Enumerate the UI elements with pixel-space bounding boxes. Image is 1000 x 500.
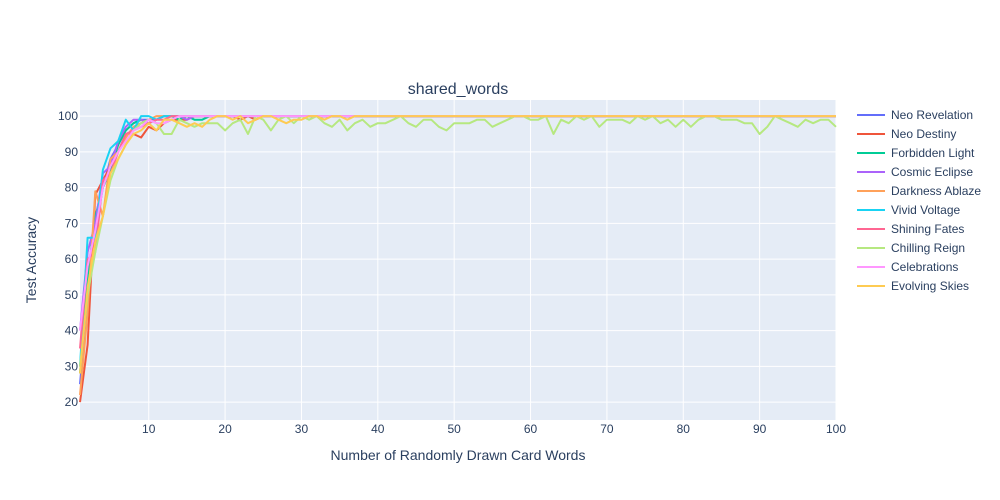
chart-title: shared_words [408,81,509,98]
x-tick-label: 80 [677,422,691,436]
y-tick-label: 20 [65,395,79,409]
legend-label-neo-revelation: Neo Revelation [891,108,973,122]
legend-label-cosmic-eclipse: Cosmic Eclipse [891,165,973,179]
x-tick-label: 10 [142,422,156,436]
x-axis-ticks: 10 20 30 40 50 60 70 80 90 100 [142,422,846,436]
legend-label-celebrations: Celebrations [891,260,958,274]
x-tick-label: 90 [753,422,767,436]
y-tick-label: 60 [65,252,79,266]
y-tick-label: 90 [65,145,79,159]
x-tick-label: 30 [295,422,309,436]
legend-label-vivid-voltage: Vivid Voltage [891,203,960,217]
y-tick-label: 30 [65,359,79,373]
x-tick-label: 100 [826,422,846,436]
legend: Neo Revelation Neo Destiny Forbidden Light… [857,108,981,293]
legend-label-neo-destiny: Neo Destiny [891,127,956,141]
x-tick-label: 70 [600,422,614,436]
x-tick-label: 20 [218,422,232,436]
legend-label-forbidden-light: Forbidden Light [891,146,975,160]
x-axis-title: Number of Randomly Drawn Card Words [331,447,586,463]
y-tick-label: 50 [65,288,79,302]
legend-label-evolving-skies: Evolving Skies [891,279,969,293]
x-tick-label: 40 [371,422,385,436]
x-tick-label: 60 [524,422,538,436]
y-axis-ticks: 20 30 40 50 60 70 80 90 100 [58,109,78,409]
y-axis-title: Test Accuracy [23,217,39,303]
x-tick-label: 50 [448,422,462,436]
plot-area [80,100,836,420]
y-tick-label: 80 [65,181,79,195]
y-tick-label: 40 [65,324,79,338]
y-tick-label: 100 [58,109,78,123]
gridlines [80,100,837,420]
y-tick-label: 70 [65,216,79,230]
legend-label-darkness-ablaze: Darkness Ablaze [891,184,981,198]
series-line-evolving-skies [79,115,836,374]
series-lines [79,115,837,403]
legend-label-chilling-reign: Chilling Reign [891,241,965,255]
legend-label-shining-fates: Shining Fates [891,222,964,236]
